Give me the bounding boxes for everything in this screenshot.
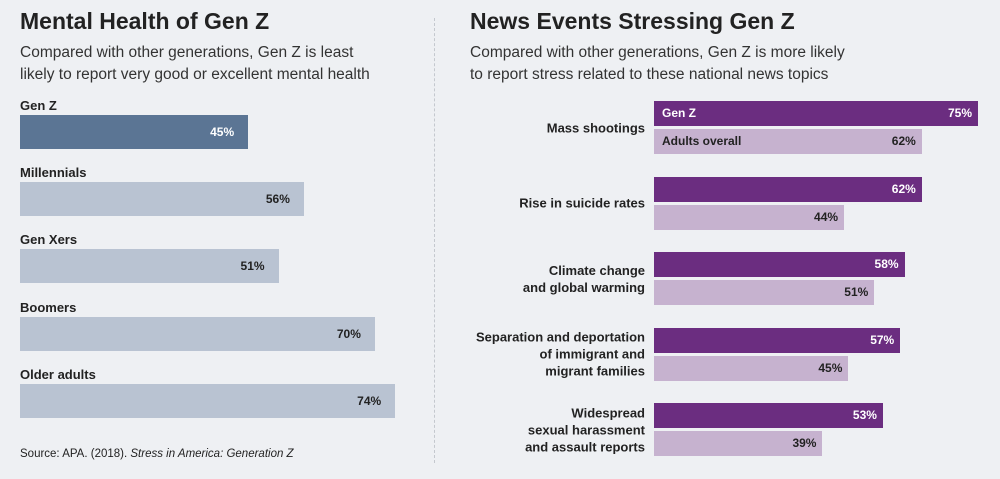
value-label: 58% (874, 257, 899, 271)
bar (654, 431, 823, 456)
value-label: 39% (792, 436, 817, 450)
value-label: 45% (210, 125, 235, 139)
source: Source: APA. (2018). Stress in America: … (20, 448, 294, 460)
value-label: 53% (852, 408, 877, 422)
bar (654, 129, 922, 154)
source-title: Stress in America: Generation Z (130, 448, 294, 460)
category-label: Millennials (20, 165, 87, 181)
bar (654, 176, 922, 202)
bar (654, 355, 849, 381)
value-label: 57% (870, 332, 895, 347)
bar (20, 115, 249, 149)
bar (654, 252, 905, 277)
category-label: Gen Xers (20, 232, 78, 248)
bar (20, 182, 304, 217)
value-label: 74% (357, 393, 382, 408)
value-label: 70% (336, 326, 361, 341)
bar (654, 204, 845, 230)
category-label: Mass shootings (546, 120, 645, 135)
divider (434, 18, 435, 463)
category-label: Rise in suicide rates (519, 195, 645, 211)
value-label: 44% (814, 209, 839, 224)
legend-label: Gen Z (662, 106, 697, 120)
category-label: Climate change and global warming (522, 262, 645, 295)
category-label: Separation and deportation of immigrant … (475, 329, 645, 379)
left-title: Mental Health of Gen Z (20, 8, 270, 34)
value-label: 62% (891, 134, 916, 148)
left-subtitle: Compared with other generations, Gen Z i… (20, 44, 370, 83)
category-label: Widespread sexual harassment and assault… (525, 405, 645, 454)
right-subtitle: Compared with other generations, Gen Z i… (470, 44, 845, 83)
right-title: News Events Stressing Gen Z (470, 8, 795, 34)
bar (654, 101, 978, 126)
value-label: 75% (947, 106, 972, 120)
value-label: 51% (240, 259, 265, 274)
value-label: 45% (818, 360, 843, 375)
category-label: Older adults (20, 366, 96, 382)
bar (654, 403, 883, 428)
bar (20, 249, 279, 284)
bar (654, 327, 901, 353)
value-label: 51% (844, 285, 869, 299)
bar (20, 316, 375, 351)
value-label: 56% (265, 192, 290, 207)
legend-label: Adults overall (662, 134, 742, 148)
category-label: Gen Z (20, 98, 57, 113)
bar (654, 280, 875, 305)
bar (20, 383, 396, 418)
source-text: Source: APA. (2018). (20, 448, 128, 460)
value-label: 62% (891, 181, 916, 196)
category-label: Boomers (20, 299, 77, 315)
